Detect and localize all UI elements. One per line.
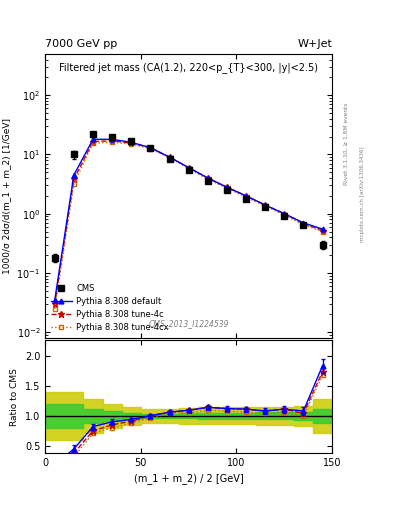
Text: 7000 GeV pp: 7000 GeV pp <box>45 38 118 49</box>
Y-axis label: 1000/σ 2dσ/d(m_1 + m_2) [1/GeV]: 1000/σ 2dσ/d(m_1 + m_2) [1/GeV] <box>2 118 11 274</box>
Text: W+Jet: W+Jet <box>297 38 332 49</box>
Text: mcplots.cern.ch [arXiv:1306.3436]: mcplots.cern.ch [arXiv:1306.3436] <box>360 147 365 242</box>
Text: Filtered jet mass (CA(1.2), 220<p_{T}<300, |y|<2.5): Filtered jet mass (CA(1.2), 220<p_{T}<30… <box>59 62 318 73</box>
Y-axis label: Ratio to CMS: Ratio to CMS <box>10 368 19 426</box>
X-axis label: (m_1 + m_2) / 2 [GeV]: (m_1 + m_2) / 2 [GeV] <box>134 474 244 484</box>
Text: Rivet 3.1.10, ≥ 1.8M events: Rivet 3.1.10, ≥ 1.8M events <box>344 102 349 184</box>
Text: CMS_2013_I1224539: CMS_2013_I1224539 <box>149 319 229 329</box>
Legend: CMS, Pythia 8.308 default, Pythia 8.308 tune-4c, Pythia 8.308 tune-4cx: CMS, Pythia 8.308 default, Pythia 8.308 … <box>50 282 170 334</box>
